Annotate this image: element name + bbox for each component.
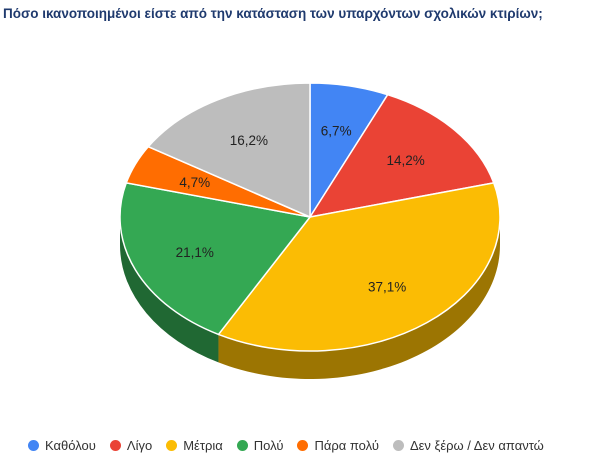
legend-item-0: Καθόλου [28, 438, 96, 453]
legend-item-5: Δεν ξέρω / Δεν απαντώ [392, 438, 544, 453]
chart-title: Πόσο ικανοποιημένοι είστε από την κατάστ… [3, 6, 543, 21]
pie-chart: 6,7% 14,2% 37,1% 21,1% 4,7% 16,2% [119, 82, 501, 379]
legend-label: Δεν ξέρω / Δεν απαντώ [409, 438, 544, 453]
legend-dot [297, 440, 309, 451]
pie-side-2 [218, 217, 500, 379]
pie-label-4: 4,7% [179, 175, 210, 190]
legend-dot [236, 440, 248, 451]
legend-dot [109, 440, 121, 451]
legend-item-2: Μέτρια [166, 438, 223, 453]
legend-item-1: Λίγο [109, 438, 153, 453]
legend-label: Λίγο [126, 438, 153, 453]
legend-dot [166, 440, 178, 451]
legend-label: Πολύ [253, 438, 284, 453]
legend-dot [392, 440, 404, 451]
pie-slice-1 [309, 93, 495, 218]
pie-slice-3 [119, 182, 311, 336]
pie-label-3: 21,1% [176, 245, 214, 260]
legend-label: Πάρα πολύ [314, 438, 379, 453]
pie-slice-5 [147, 82, 311, 218]
legend-label: Καθόλου [45, 438, 96, 453]
pie-label-2: 37,1% [368, 280, 406, 295]
pie-label-1: 14,2% [386, 153, 424, 168]
pie-label-5: 16,2% [230, 133, 268, 148]
pie-slice-2 [217, 182, 501, 352]
chart-legend: Καθόλου Λίγο Μέτρια Πολύ Πάρα πολύ Δεν ξέρω /… [28, 438, 544, 453]
pie-side-3 [120, 217, 219, 363]
legend-item-3: Πολύ [236, 438, 284, 453]
legend-item-4: Πάρα πολύ [297, 438, 379, 453]
legend-dot [28, 440, 39, 451]
pie-label-0: 6,7% [321, 124, 352, 139]
legend-label: Μέτρια [183, 438, 223, 453]
